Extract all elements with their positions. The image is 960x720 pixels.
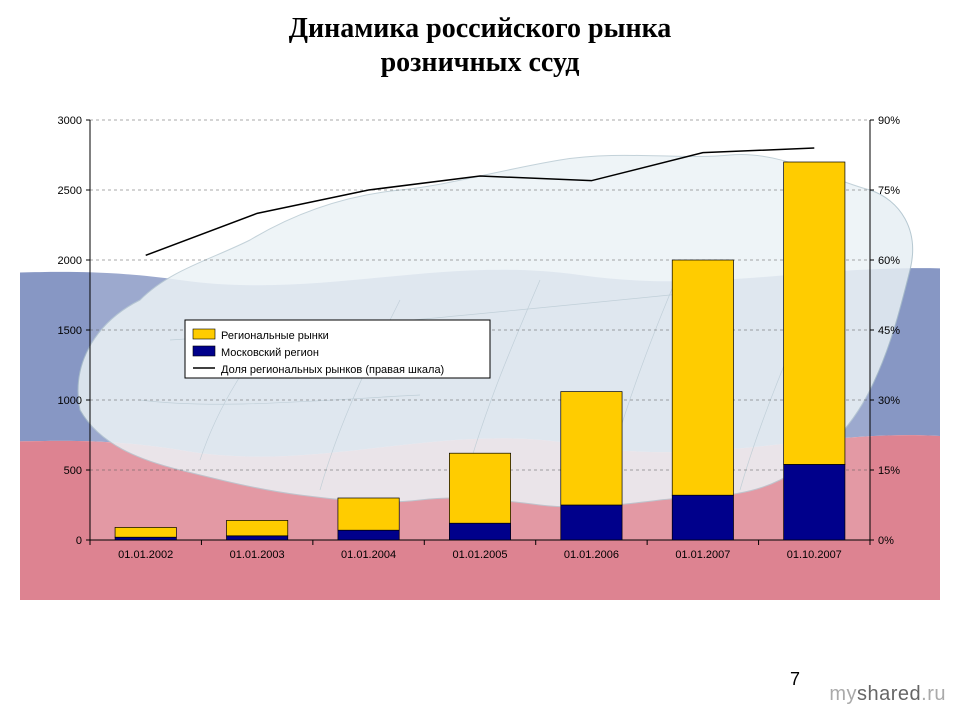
bar-moscow [227, 536, 288, 540]
line-share [146, 148, 815, 255]
page-number: 7 [790, 669, 800, 690]
svg-text:01.01.2004: 01.01.2004 [341, 549, 396, 561]
bar-moscow [561, 505, 622, 540]
legend-swatch [193, 346, 215, 356]
svg-text:01.01.2005: 01.01.2005 [452, 549, 507, 561]
bar-moscow [338, 530, 399, 540]
watermark-prefix: my [829, 683, 857, 705]
svg-text:0: 0 [76, 535, 82, 547]
svg-text:2000: 2000 [58, 255, 82, 267]
slide-title: Динамика российского рынка розничных ссу… [0, 12, 960, 79]
svg-text:500: 500 [64, 465, 82, 477]
chart-svg: 0 500 1000 1500 2000 2500 3000 0% 15% 30% 45% 60% 75… [20, 100, 940, 600]
legend-label: Доля региональных рынков (правая шкала) [221, 364, 444, 376]
watermark: myshared.ru [829, 683, 946, 706]
legend-label: Московский регион [221, 347, 319, 359]
bar-regional [115, 527, 176, 537]
legend-swatch [193, 329, 215, 339]
svg-text:01.01.2006: 01.01.2006 [564, 549, 619, 561]
svg-text:01.10.2007: 01.10.2007 [787, 549, 842, 561]
svg-text:3000: 3000 [58, 115, 82, 127]
svg-text:60%: 60% [878, 255, 900, 267]
bar-moscow [672, 495, 733, 540]
bar-regional [449, 453, 510, 523]
legend-label: Региональные рынки [221, 330, 329, 342]
svg-text:45%: 45% [878, 325, 900, 337]
bar-regional [227, 520, 288, 535]
svg-text:1000: 1000 [58, 395, 82, 407]
svg-text:30%: 30% [878, 395, 900, 407]
svg-text:01.01.2003: 01.01.2003 [230, 549, 285, 561]
bar-regional [672, 260, 733, 495]
svg-text:01.01.2007: 01.01.2007 [675, 549, 730, 561]
svg-text:90%: 90% [878, 115, 900, 127]
bar-regional [784, 162, 845, 464]
bar-regional [561, 392, 622, 505]
svg-text:01.01.2002: 01.01.2002 [118, 549, 173, 561]
watermark-suffix: .ru [921, 683, 946, 705]
svg-text:1500: 1500 [58, 325, 82, 337]
bar-moscow [115, 537, 176, 540]
svg-text:2500: 2500 [58, 185, 82, 197]
svg-text:0%: 0% [878, 535, 894, 547]
svg-text:75%: 75% [878, 185, 900, 197]
chart-container: 0 500 1000 1500 2000 2500 3000 0% 15% 30% 45% 60% 75… [20, 100, 940, 600]
svg-text:15%: 15% [878, 465, 900, 477]
bar-moscow [784, 464, 845, 540]
watermark-mid: shared [857, 683, 921, 705]
bar-moscow [449, 523, 510, 540]
bar-regional [338, 498, 399, 530]
